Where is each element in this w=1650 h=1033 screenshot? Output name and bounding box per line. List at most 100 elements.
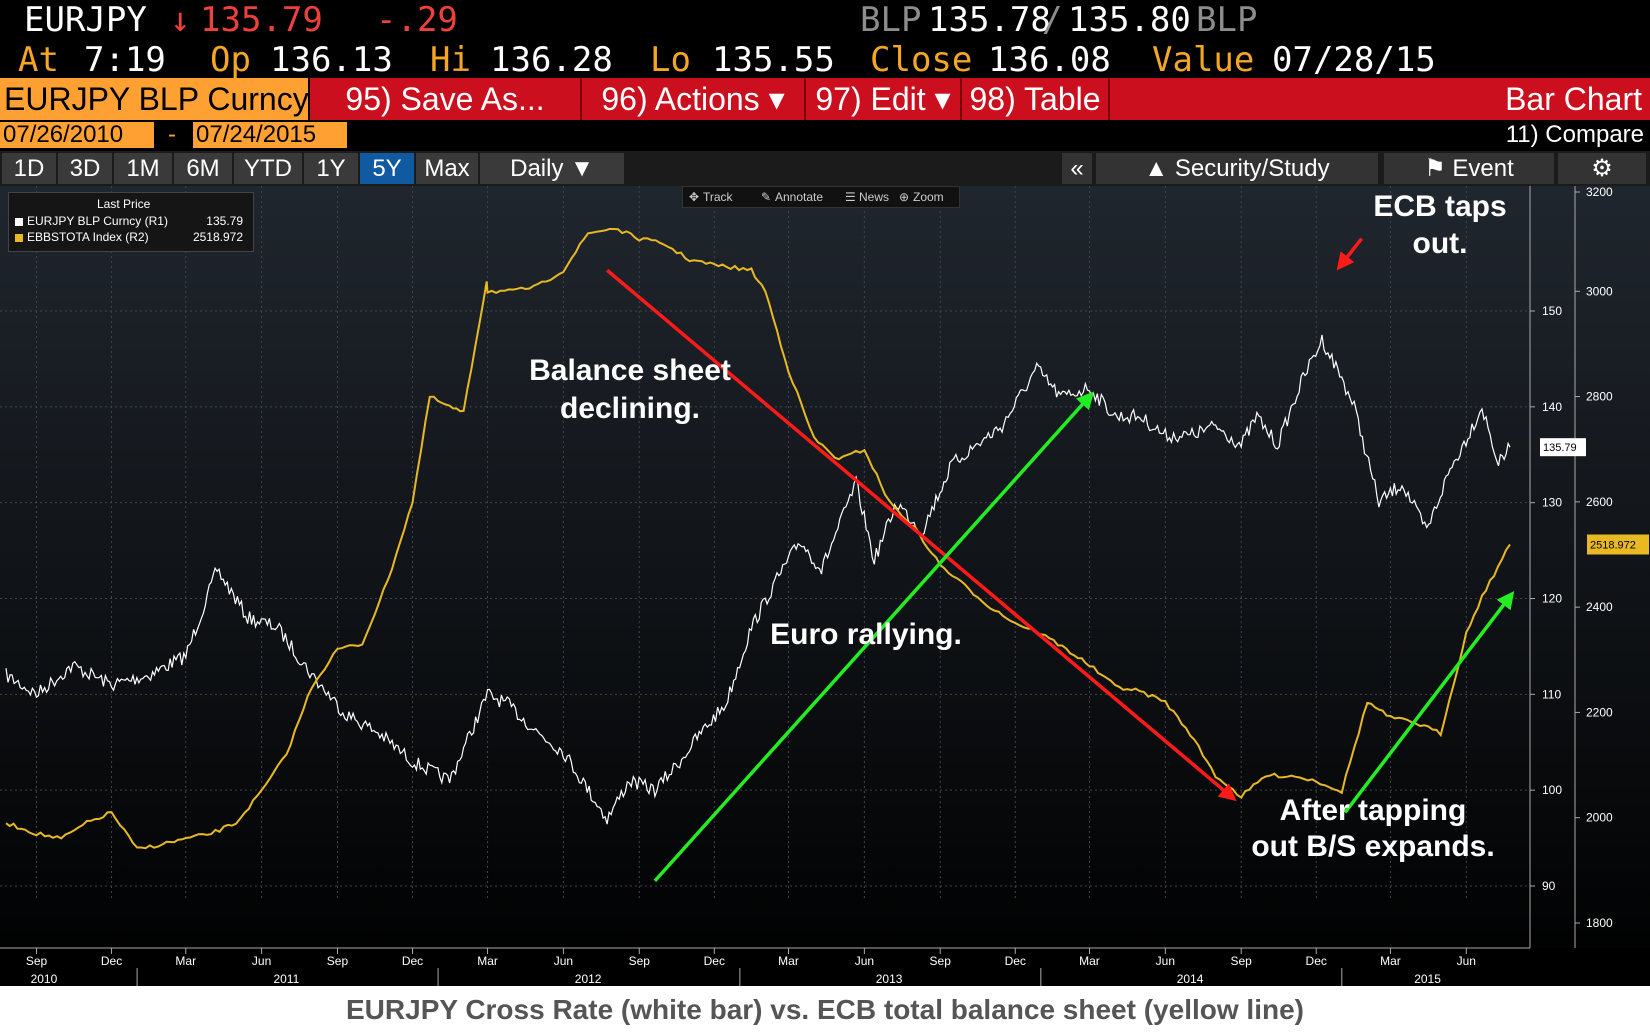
settings-icon[interactable]: ⚙ xyxy=(1558,153,1646,184)
at-time: 7:19 xyxy=(84,40,166,80)
annotate-icon: ✎ xyxy=(761,190,772,204)
bar-chart[interactable]: Sep Dec Mar Jun Sep Dec Mar Jun Sep Dec Mar Jun Sep D… xyxy=(0,186,1650,986)
legend-header: Last Price xyxy=(97,197,151,211)
tag-eurjpy-box xyxy=(1540,438,1586,457)
bid-price: 135.78 xyxy=(928,0,1051,40)
chart-type-title: Bar Chart xyxy=(1110,78,1650,120)
x-tick-label: Sep xyxy=(629,954,651,968)
tab-1d[interactable]: 1D xyxy=(2,153,56,184)
x-tick-label: Mar xyxy=(477,954,498,968)
legend-swatch-white xyxy=(15,217,23,226)
left-tick-label: 100 xyxy=(1542,783,1562,797)
year-label: 2012 xyxy=(575,972,602,986)
chart-tools: ✥ Track ✎ Annotate ☰ News ⊕ Zoom xyxy=(682,186,960,208)
tag-ebbstota-box xyxy=(1587,534,1649,555)
save-as-button[interactable]: 95) Save As... xyxy=(310,78,582,120)
right-tick-label: 2200 xyxy=(1586,705,1613,719)
x-tick-label: Dec xyxy=(101,954,122,968)
tool-annotate[interactable]: Annotate xyxy=(775,190,824,204)
last-value-tags: 135.79 2518.972 xyxy=(1540,438,1649,555)
arrow-red-0 xyxy=(605,268,1237,802)
figure-caption: EURJPY Cross Rate (white bar) vs. ECB to… xyxy=(0,986,1650,1033)
gridlines xyxy=(0,186,1530,898)
plot-background xyxy=(0,186,1650,986)
right-tick-label: 3000 xyxy=(1586,284,1613,298)
x-tick-label: Dec xyxy=(1306,954,1327,968)
left-tick-label: 130 xyxy=(1542,496,1562,510)
tab-1m[interactable]: 1M xyxy=(114,153,172,184)
tool-track[interactable]: Track xyxy=(703,190,733,204)
arrow-green-1 xyxy=(653,391,1095,883)
right-tick-label: 1800 xyxy=(1586,916,1613,930)
tab-3d[interactable]: 3D xyxy=(58,153,112,184)
compare-button[interactable]: 11) Compare xyxy=(1505,121,1644,148)
open-label: Op xyxy=(210,40,251,80)
left-tick-label: 120 xyxy=(1542,592,1562,606)
down-arrow-icon: ↓ xyxy=(170,0,191,40)
x-tick-label: Mar xyxy=(175,954,196,968)
edit-button[interactable]: 97) Edit ▾ xyxy=(806,78,962,120)
x-tick-label: Jun xyxy=(1156,954,1175,968)
tag-ebbstota-value: 2518.972 xyxy=(1590,540,1636,552)
value-label: Value xyxy=(1152,40,1255,80)
tab-6m[interactable]: 6M xyxy=(174,153,232,184)
legend-item-eurjpy[interactable]: EURJPY BLP Curncy (R1) 135.79 xyxy=(15,214,247,228)
low-value: 135.55 xyxy=(712,40,835,80)
security-study-label: Security/Study xyxy=(1174,155,1330,182)
x-tick-label: Mar xyxy=(1380,954,1401,968)
close-value: 136.08 xyxy=(988,40,1111,80)
ticker: EURJPY xyxy=(24,0,147,40)
flag-icon: ⚑ xyxy=(1424,155,1453,182)
high-label: Hi xyxy=(430,40,471,80)
tab-5y[interactable]: 5Y xyxy=(360,153,414,184)
security-field[interactable]: EURJPY BLP Curncy xyxy=(0,78,309,120)
annotations: ECB taps out. Balance sheet declining. E… xyxy=(529,190,1507,863)
event-button[interactable]: ⚑ Event xyxy=(1384,153,1554,184)
tab-1y[interactable]: 1Y xyxy=(304,153,358,184)
left-tick-label: 90 xyxy=(1542,879,1556,893)
tab-max[interactable]: Max xyxy=(416,153,478,184)
table-button[interactable]: 98) Table xyxy=(962,78,1110,120)
value-date: 07/28/15 xyxy=(1272,40,1436,80)
x-axis-band xyxy=(0,948,1650,986)
ask-price: 135.80 xyxy=(1068,0,1191,40)
period-tabs: 1D 3D 1M 6M YTD 1Y 5Y Max Daily ▼ « ▲ Se… xyxy=(0,151,1650,186)
year-label: 2013 xyxy=(876,972,903,986)
x-tick-label: Sep xyxy=(1231,954,1253,968)
end-date-field[interactable]: 07/24/2015 xyxy=(193,122,347,148)
date-dash: - xyxy=(168,121,176,148)
annotation-bs-line1: Balance sheet xyxy=(529,354,731,387)
bid-source: BLP xyxy=(860,0,922,40)
annotation-ecb-line1: ECB taps xyxy=(1373,190,1506,223)
frequency-dropdown[interactable]: Daily ▼ xyxy=(480,153,624,184)
left-tick-label: 140 xyxy=(1542,400,1562,414)
year-label: 2014 xyxy=(1177,972,1204,986)
legend-item-ebbstota[interactable]: EBBSTOTA Index (R2) 2518.972 xyxy=(15,230,247,244)
arrow-green-2 xyxy=(1343,591,1515,814)
ask-source: BLP xyxy=(1196,0,1258,40)
series-ebbstota-line xyxy=(5,228,1511,850)
tab-ytd[interactable]: YTD xyxy=(234,153,302,184)
right-tick-label: 2800 xyxy=(1586,390,1613,404)
quote-header: EURJPY ↓ 135.79 -.29 BLP 135.78 / 135.80… xyxy=(0,0,1650,40)
legend: Last Price EURJPY BLP Curncy (R1) 135.79… xyxy=(8,192,254,252)
annotation-arrows xyxy=(605,237,1515,883)
news-icon: ☰ xyxy=(845,190,856,204)
tool-news[interactable]: News xyxy=(859,190,890,204)
collapse-icon[interactable]: « xyxy=(1062,153,1092,184)
start-date-field[interactable]: 07/26/2010 xyxy=(0,122,154,148)
tool-zoom[interactable]: Zoom xyxy=(913,190,944,204)
annotation-euro: Euro rallying. xyxy=(770,618,962,651)
x-tick-label: Jun xyxy=(855,954,874,968)
chart-icon: ▲ xyxy=(1144,155,1175,182)
security-study-button[interactable]: ▲ Security/Study xyxy=(1096,153,1378,184)
annotation-after-line1: After tapping xyxy=(1280,794,1467,827)
open-value: 136.13 xyxy=(270,40,393,80)
x-tick-label: Sep xyxy=(930,954,952,968)
year-label: 2011 xyxy=(273,972,299,986)
annotation-ecb-line2: out. xyxy=(1413,227,1468,260)
actions-button[interactable]: 96) Actions ▾ xyxy=(582,78,806,120)
left-tick-label: 150 xyxy=(1542,304,1562,318)
annotation-bs-line2: declining. xyxy=(560,392,700,425)
legend-value-r2: 2518.972 xyxy=(192,230,243,244)
